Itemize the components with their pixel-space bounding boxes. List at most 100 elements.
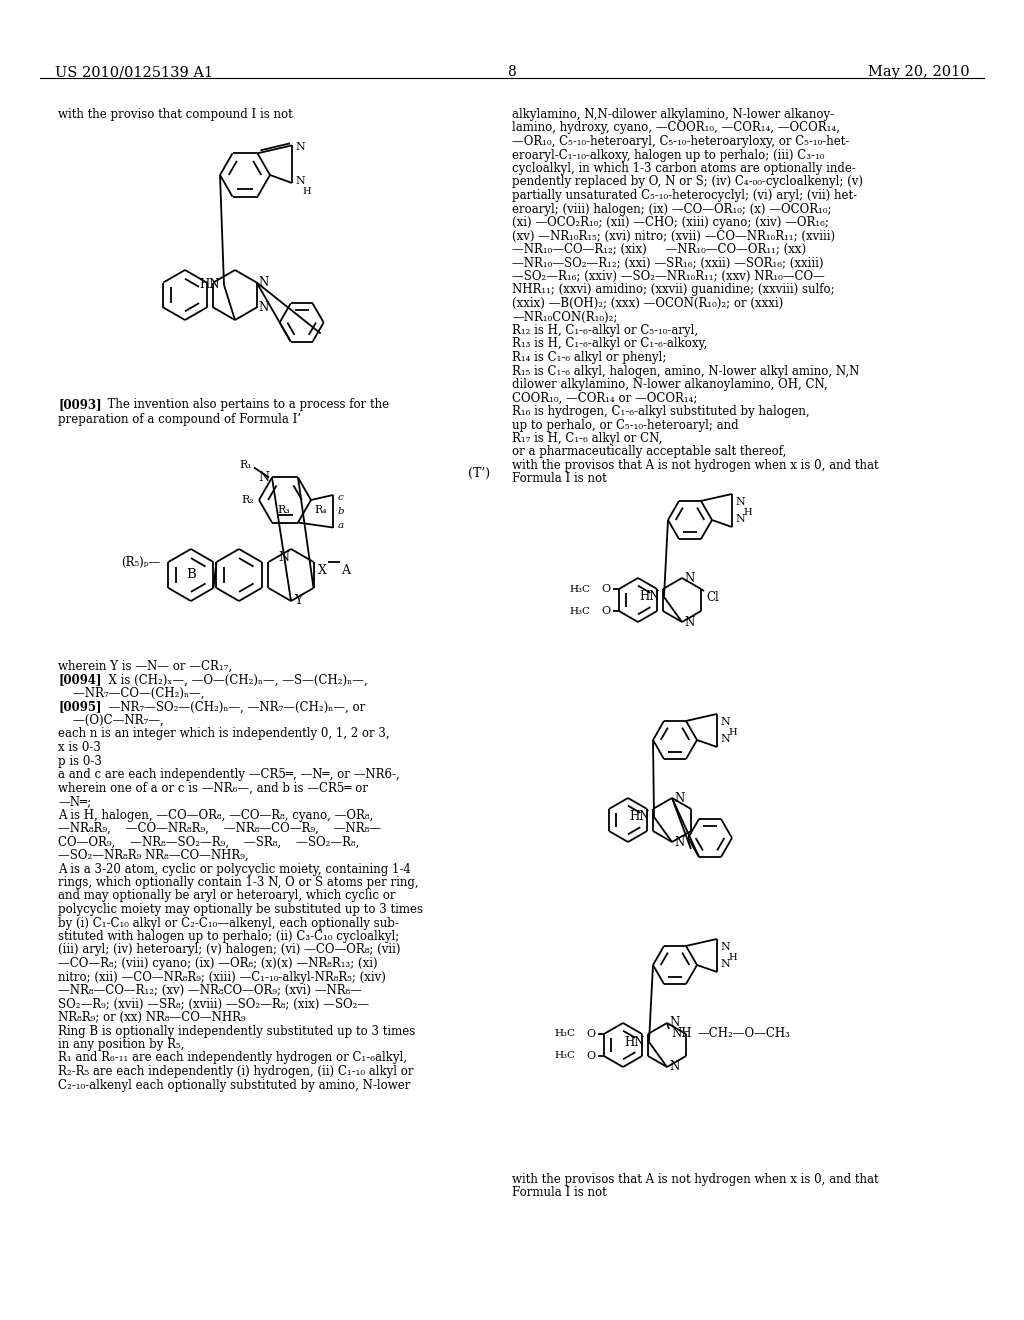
Text: R₂-R₅ are each independently (i) hydrogen, (ii) C₁-₁₀ alkyl or: R₂-R₅ are each independently (i) hydroge…: [58, 1065, 414, 1078]
Text: A is H, halogen, —CO—OR₈, —CO—R₈, cyano, —OR₈,: A is H, halogen, —CO—OR₈, —CO—R₈, cyano,…: [58, 808, 374, 821]
Text: R₁₃ is H, C₁-₆-alkyl or C₁-₆-alkoxy,: R₁₃ is H, C₁-₆-alkyl or C₁-₆-alkoxy,: [512, 338, 708, 351]
Text: B: B: [186, 569, 196, 582]
Text: eroaryl; (viii) halogen; (ix) —CO—OR₁₀; (x) —OCOR₁₀;: eroaryl; (viii) halogen; (ix) —CO—OR₁₀; …: [512, 202, 831, 215]
Text: wherein one of a or c is —NR₆—, and b is —CR5═ or: wherein one of a or c is —NR₆—, and b is…: [58, 781, 368, 795]
Text: N: N: [259, 276, 269, 289]
Text: —OR₁₀, C₅-₁₀-heteroaryl, C₅-₁₀-heteroaryloxy, or C₅-₁₀-het-: —OR₁₀, C₅-₁₀-heteroaryl, C₅-₁₀-heteroary…: [512, 135, 849, 148]
Text: R₃: R₃: [278, 504, 290, 515]
Text: C₂-₁₀-alkenyl each optionally substituted by amino, N-lower: C₂-₁₀-alkenyl each optionally substitute…: [58, 1078, 411, 1092]
Text: [0093]: [0093]: [58, 399, 101, 411]
Text: N: N: [674, 836, 684, 849]
Text: SO₂—R₉; (xvii) —SR₈; (xviii) —SO₂—R₈; (xix) —SO₂—: SO₂—R₉; (xvii) —SR₈; (xviii) —SO₂—R₈; (x…: [58, 998, 369, 1011]
Text: N: N: [684, 615, 694, 628]
Text: N: N: [259, 301, 269, 314]
Text: CO—OR₉,    —NR₈—SO₂—R₉,    —SR₈,    —SO₂—R₈,: CO—OR₉, —NR₈—SO₂—R₉, —SR₈, —SO₂—R₈,: [58, 836, 359, 849]
Text: H: H: [728, 729, 736, 737]
Text: a and c are each independently —CR5═, —N═, or —NR6-,: a and c are each independently —CR5═, —N…: [58, 768, 399, 781]
Text: nitro; (xii) —CO—NR₈R₉; (xiii) —C₁-₁₀-alkyl-NR₈R₅; (xiv): nitro; (xii) —CO—NR₈R₉; (xiii) —C₁-₁₀-al…: [58, 970, 386, 983]
Text: pendently replaced by O, N or S; (iv) C₄-₀₀-cycloalkenyl; (v): pendently replaced by O, N or S; (iv) C₄…: [512, 176, 863, 189]
Text: NR₈R₉; or (xx) NR₈—CO—NHR₉: NR₈R₉; or (xx) NR₈—CO—NHR₉: [58, 1011, 246, 1024]
Text: HN: HN: [200, 279, 220, 292]
Text: H₃C: H₃C: [555, 1030, 575, 1039]
Text: N: N: [258, 471, 269, 484]
Text: R₁₄ is C₁-₆ alkyl or phenyl;: R₁₄ is C₁-₆ alkyl or phenyl;: [512, 351, 667, 364]
Text: A is a 3-20 atom, cyclic or polycyclic moiety, containing 1-4: A is a 3-20 atom, cyclic or polycyclic m…: [58, 862, 411, 875]
Text: by (i) C₁-C₁₀ alkyl or C₂-C₁₀—alkenyl, each optionally sub-: by (i) C₁-C₁₀ alkyl or C₂-C₁₀—alkenyl, e…: [58, 916, 399, 929]
Text: H₃C: H₃C: [570, 606, 591, 615]
Text: H: H: [743, 508, 752, 517]
Text: (xi) —OCO₂R₁₀; (xii) —CHO; (xiii) cyano; (xiv) —OR₁₆;: (xi) —OCO₂R₁₀; (xii) —CHO; (xiii) cyano;…: [512, 216, 828, 228]
Text: H: H: [302, 186, 310, 195]
Text: b: b: [338, 507, 345, 516]
Text: with the proviso that compound I is not: with the proviso that compound I is not: [58, 108, 293, 121]
Text: —NR₁₀—CO—R₁₂; (xix)     —NR₁₀—CO—OR₁₁; (xx): —NR₁₀—CO—R₁₂; (xix) —NR₁₀—CO—OR₁₁; (xx): [512, 243, 806, 256]
Text: lamino, hydroxy, cyano, —COOR₁₀, —COR₁₄, —OCOR₁₄,: lamino, hydroxy, cyano, —COOR₁₀, —COR₁₄,…: [512, 121, 840, 135]
Text: NHR₁₁; (xxvi) amidino; (xxvii) guanidine; (xxviii) sulfo;: NHR₁₁; (xxvi) amidino; (xxvii) guanidine…: [512, 284, 835, 297]
Text: N: N: [684, 572, 694, 585]
Text: N: N: [735, 496, 744, 507]
Text: —NR₇—CO—(CH₂)ₙ—,: —NR₇—CO—(CH₂)ₙ—,: [58, 686, 205, 700]
Text: R₁ and R₆-₁₁ are each independently hydrogen or C₁-₆alkyl,: R₁ and R₆-₁₁ are each independently hydr…: [58, 1052, 407, 1064]
Text: R₁₅ is C₁-₆ alkyl, halogen, amino, N-lower alkyl amino, N,N: R₁₅ is C₁-₆ alkyl, halogen, amino, N-low…: [512, 364, 859, 378]
Text: O: O: [587, 1030, 596, 1039]
Text: R₁: R₁: [240, 461, 252, 470]
Text: N: N: [295, 176, 305, 186]
Text: (T’): (T’): [468, 467, 490, 480]
Text: (iii) aryl; (iv) heteroaryl; (v) halogen; (vi) —CO—OR₈; (vii): (iii) aryl; (iv) heteroaryl; (v) halogen…: [58, 944, 400, 957]
Text: cycloalkyl, in which 1-3 carbon atoms are optionally inde-: cycloalkyl, in which 1-3 carbon atoms ar…: [512, 162, 856, 176]
Text: H: H: [728, 953, 736, 962]
Text: [0094]: [0094]: [58, 673, 101, 686]
Text: —SO₂—NR₈R₉ NR₈—CO—NHR₉,: —SO₂—NR₈R₉ NR₈—CO—NHR₉,: [58, 849, 249, 862]
Text: N: N: [674, 792, 684, 804]
Text: X is (CH₂)ₓ—, —O—(CH₂)ₙ—, —S—(CH₂)ₙ—,: X is (CH₂)ₓ—, —O—(CH₂)ₙ—, —S—(CH₂)ₙ—,: [101, 673, 368, 686]
Text: N: N: [669, 1016, 679, 1030]
Text: NH: NH: [671, 1027, 691, 1040]
Text: N: N: [720, 960, 730, 969]
Text: —CH₂—O—CH₃: —CH₂—O—CH₃: [697, 1027, 790, 1040]
Text: (xv) —NR₁₀R₁₅; (xvi) nitro; (xvii) —CO—NR₁₀R₁₁; (xviii): (xv) —NR₁₀R₁₅; (xvi) nitro; (xvii) —CO—N…: [512, 230, 836, 243]
Text: N: N: [278, 550, 289, 564]
Text: May 20, 2010: May 20, 2010: [868, 65, 970, 79]
Text: Ring B is optionally independently substituted up to 3 times: Ring B is optionally independently subst…: [58, 1024, 416, 1038]
Text: O: O: [602, 583, 611, 594]
Text: or a pharmaceutically acceptable salt thereof,: or a pharmaceutically acceptable salt th…: [512, 446, 786, 458]
Text: (R₅)ₚ—: (R₅)ₚ—: [121, 556, 161, 569]
Text: Formula I is not: Formula I is not: [512, 1185, 607, 1199]
Text: polycyclic moiety may optionally be substituted up to 3 times: polycyclic moiety may optionally be subs…: [58, 903, 423, 916]
Text: —NR₇—SO₂—(CH₂)ₙ—, —NR₇—(CH₂)ₙ—, or: —NR₇—SO₂—(CH₂)ₙ—, —NR₇—(CH₂)ₙ—, or: [101, 701, 366, 714]
Text: N: N: [720, 717, 730, 727]
Text: a: a: [338, 521, 344, 531]
Text: Y: Y: [294, 594, 302, 607]
Text: c: c: [338, 492, 344, 502]
Text: preparation of a compound of Formula I’: preparation of a compound of Formula I’: [58, 413, 301, 426]
Text: x is 0-3: x is 0-3: [58, 741, 101, 754]
Text: R₁₇ is H, C₁-₆ alkyl or CN,: R₁₇ is H, C₁-₆ alkyl or CN,: [512, 432, 663, 445]
Text: (xxix) —B(OH)₂; (xxx) —OCON(R₁₀)₂; or (xxxi): (xxix) —B(OH)₂; (xxx) —OCON(R₁₀)₂; or (x…: [512, 297, 783, 310]
Text: R₁₂ is H, C₁-₆-alkyl or C₅-₁₀-aryl,: R₁₂ is H, C₁-₆-alkyl or C₅-₁₀-aryl,: [512, 323, 698, 337]
Text: dilower alkylamino, N-lower alkanoylamino, OH, CN,: dilower alkylamino, N-lower alkanoylamin…: [512, 378, 827, 391]
Text: H₃C: H₃C: [570, 585, 591, 594]
Text: up to perhalo, or C₅-₁₀-heteroaryl; and: up to perhalo, or C₅-₁₀-heteroaryl; and: [512, 418, 738, 432]
Text: with the provisos that A is not hydrogen when x is 0, and that: with the provisos that A is not hydrogen…: [512, 459, 879, 473]
Text: each n is an integer which is independently 0, 1, 2 or 3,: each n is an integer which is independen…: [58, 727, 389, 741]
Text: O: O: [602, 606, 611, 616]
Text: with the provisos that A is not hydrogen when x is 0, and that: with the provisos that A is not hydrogen…: [512, 1173, 879, 1185]
Text: US 2010/0125139 A1: US 2010/0125139 A1: [55, 65, 213, 79]
Text: N: N: [735, 513, 744, 524]
Text: HN: HN: [640, 590, 660, 603]
Text: X: X: [317, 564, 327, 577]
Text: —NR₈—CO—R₁₂; (xv) —NR₈CO—OR₉; (xvi) —NR₈—: —NR₈—CO—R₁₂; (xv) —NR₈CO—OR₉; (xvi) —NR₈…: [58, 983, 362, 997]
Text: eroaryl-C₁-₁₀-alkoxy, halogen up to perhalo; (iii) C₃-₁₀: eroaryl-C₁-₁₀-alkoxy, halogen up to perh…: [512, 149, 824, 161]
Text: N: N: [720, 942, 730, 952]
Text: 8: 8: [508, 65, 516, 79]
Text: Formula I is not: Formula I is not: [512, 473, 607, 486]
Text: wherein Y is —N— or —CR₁₇,: wherein Y is —N— or —CR₁₇,: [58, 660, 232, 673]
Text: [0095]: [0095]: [58, 701, 101, 714]
Text: N: N: [720, 734, 730, 744]
Text: in any position by R₅,: in any position by R₅,: [58, 1038, 184, 1051]
Text: —SO₂—R₁₆; (xxiv) —SO₂—NR₁₀R₁₁; (xxv) NR₁₀—CO—: —SO₂—R₁₆; (xxiv) —SO₂—NR₁₀R₁₁; (xxv) NR₁…: [512, 271, 825, 282]
Text: H₃C: H₃C: [555, 1052, 575, 1060]
Text: R₄: R₄: [314, 506, 327, 515]
Text: N: N: [669, 1060, 679, 1073]
Text: alkylamino, N,N-dilower alkylamino, N-lower alkanoy-: alkylamino, N,N-dilower alkylamino, N-lo…: [512, 108, 835, 121]
